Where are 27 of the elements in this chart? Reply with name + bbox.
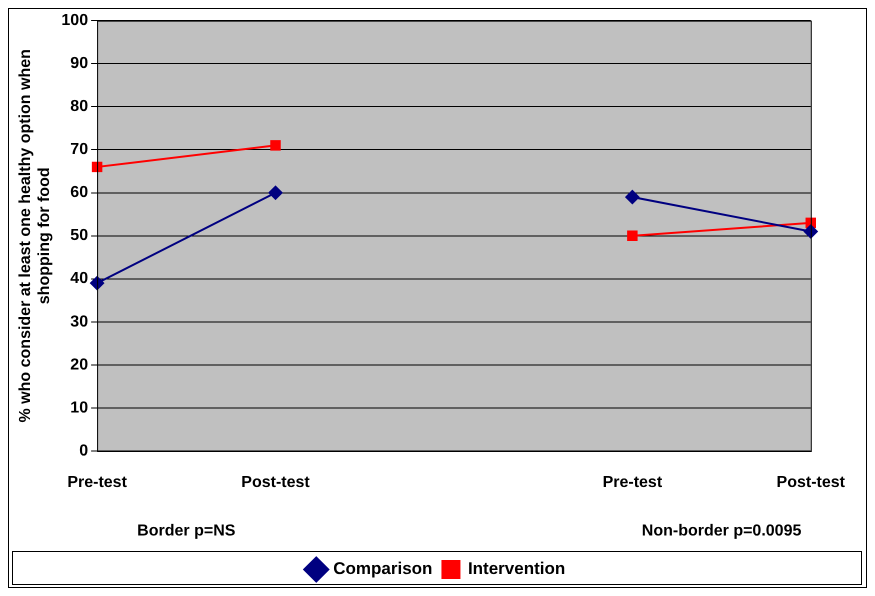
legend-label: Comparison xyxy=(333,559,432,578)
y-tick-label: 60 xyxy=(70,184,88,202)
y-tick-label: 100 xyxy=(61,12,88,30)
x-tick-label: Pre-test xyxy=(67,474,128,492)
point xyxy=(92,162,102,172)
point xyxy=(625,190,640,204)
point xyxy=(268,186,283,200)
y-tick-label: 20 xyxy=(70,356,88,374)
point xyxy=(627,230,638,242)
text: Non-border p=0.0095 xyxy=(642,522,802,540)
x-tick-label: Post-test xyxy=(776,474,846,492)
text: Border p=NS xyxy=(137,522,236,540)
y-tick-label: 40 xyxy=(70,270,88,288)
y-tick-label: 30 xyxy=(70,313,88,330)
legend-label: Intervention xyxy=(468,559,566,578)
y-axis-title: % who consider at least one healthy option when shopping for food xyxy=(17,49,54,422)
x-tick-label: Pre-test xyxy=(602,474,663,492)
y-tick-label: 0 xyxy=(79,442,88,460)
y-tick-label: 80 xyxy=(70,98,88,116)
point xyxy=(804,224,818,238)
point xyxy=(270,140,281,151)
x-tick-label: Post-test xyxy=(241,474,310,492)
y-tick-label: 70 xyxy=(70,141,88,158)
y-tick-label: 50 xyxy=(70,227,88,244)
y-tick-label: 90 xyxy=(70,55,88,72)
y-tick-label: 10 xyxy=(70,399,88,416)
point xyxy=(90,276,104,290)
